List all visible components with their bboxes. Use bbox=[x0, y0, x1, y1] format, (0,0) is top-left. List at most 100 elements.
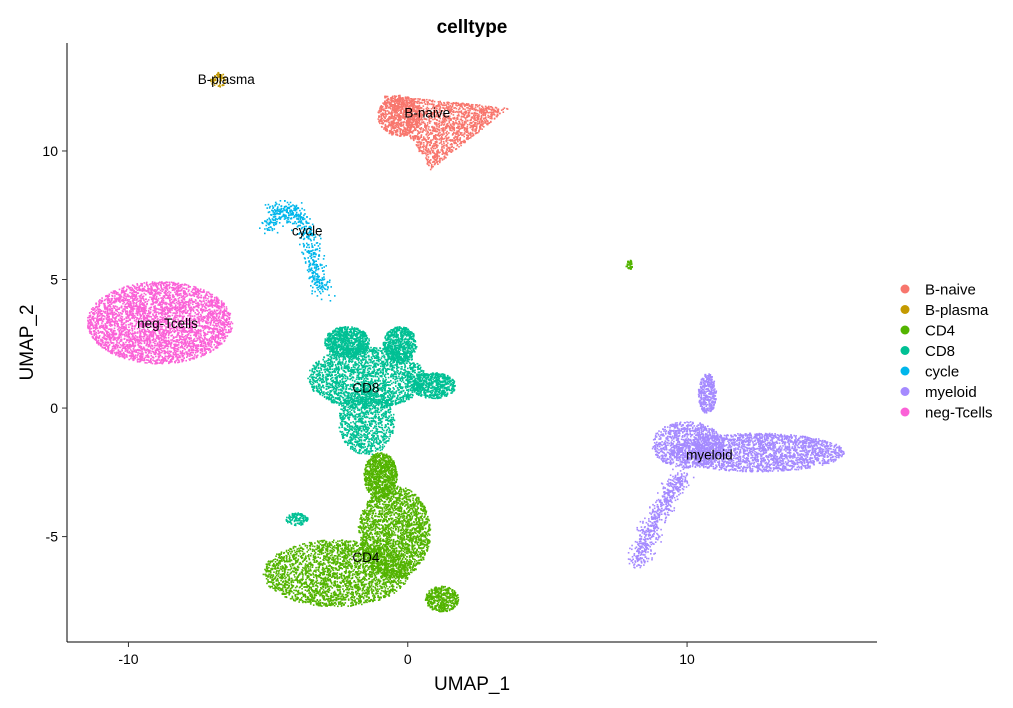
data-point bbox=[394, 100, 397, 103]
data-point bbox=[353, 580, 356, 582]
data-point bbox=[474, 119, 476, 122]
data-point bbox=[443, 158, 445, 160]
data-point bbox=[436, 128, 439, 131]
data-point bbox=[298, 579, 301, 581]
data-point bbox=[310, 552, 313, 555]
data-point bbox=[281, 592, 284, 595]
data-point bbox=[302, 576, 304, 578]
data-point bbox=[344, 566, 346, 568]
data-point bbox=[343, 597, 345, 599]
data-point bbox=[467, 119, 469, 122]
data-point bbox=[317, 563, 319, 565]
data-point bbox=[351, 565, 354, 568]
data-point bbox=[293, 563, 295, 566]
data-point bbox=[361, 546, 364, 548]
data-point bbox=[417, 125, 420, 127]
data-point bbox=[428, 114, 430, 117]
data-point bbox=[375, 589, 378, 592]
data-point bbox=[302, 600, 305, 603]
data-point bbox=[285, 554, 287, 557]
data-point bbox=[427, 138, 430, 140]
data-point bbox=[481, 128, 483, 130]
data-point bbox=[444, 157, 446, 159]
data-point bbox=[408, 113, 411, 115]
data-point bbox=[466, 104, 468, 107]
data-point bbox=[214, 76, 216, 79]
data-point bbox=[427, 141, 429, 143]
data-point bbox=[448, 115, 451, 117]
data-point bbox=[397, 126, 399, 129]
data-point bbox=[424, 137, 426, 140]
data-point bbox=[466, 115, 468, 117]
data-point bbox=[406, 578, 409, 580]
data-point bbox=[374, 571, 377, 574]
data-point bbox=[339, 544, 342, 546]
data-point bbox=[356, 555, 359, 557]
data-point bbox=[322, 594, 325, 597]
data-point bbox=[392, 117, 395, 120]
data-point bbox=[295, 598, 297, 601]
data-point bbox=[386, 125, 388, 127]
data-point bbox=[351, 596, 354, 598]
data-point bbox=[326, 584, 329, 587]
data-point bbox=[377, 551, 380, 553]
data-point bbox=[385, 106, 388, 108]
data-point bbox=[370, 588, 373, 591]
data-point bbox=[402, 130, 404, 133]
data-point bbox=[220, 74, 223, 77]
data-point bbox=[360, 558, 362, 560]
data-point bbox=[399, 580, 402, 582]
data-point bbox=[437, 123, 440, 125]
data-point bbox=[313, 590, 316, 592]
data-point bbox=[321, 577, 324, 580]
data-point bbox=[218, 84, 221, 87]
data-point bbox=[433, 126, 436, 129]
data-point bbox=[409, 124, 411, 126]
data-point bbox=[485, 107, 487, 110]
data-point bbox=[322, 586, 325, 589]
data-point bbox=[343, 571, 346, 573]
data-point bbox=[392, 581, 395, 584]
data-point bbox=[382, 109, 384, 111]
data-point bbox=[434, 138, 437, 140]
data-point bbox=[347, 589, 350, 591]
data-point bbox=[476, 124, 478, 126]
data-point bbox=[358, 558, 360, 560]
data-point bbox=[420, 115, 422, 117]
data-point bbox=[430, 147, 432, 150]
data-point bbox=[482, 113, 484, 116]
data-point bbox=[291, 597, 293, 600]
data-point bbox=[328, 600, 331, 602]
data-point bbox=[460, 133, 462, 135]
data-point bbox=[377, 118, 380, 120]
data-point bbox=[444, 127, 447, 130]
data-point bbox=[280, 553, 283, 555]
data-point bbox=[446, 102, 449, 105]
data-point bbox=[451, 104, 454, 107]
data-point bbox=[469, 105, 471, 108]
data-point bbox=[335, 573, 337, 575]
data-point bbox=[459, 123, 461, 125]
data-point bbox=[483, 117, 485, 120]
data-point bbox=[413, 139, 415, 142]
data-point bbox=[365, 564, 367, 567]
data-point bbox=[399, 107, 402, 109]
data-point bbox=[434, 110, 436, 113]
data-point bbox=[393, 104, 396, 106]
data-point bbox=[455, 148, 457, 151]
data-point bbox=[395, 115, 397, 117]
data-point bbox=[320, 580, 323, 582]
data-point bbox=[402, 129, 404, 132]
data-point bbox=[414, 120, 417, 123]
data-point bbox=[464, 117, 466, 119]
data-point bbox=[385, 564, 388, 567]
data-point bbox=[367, 590, 369, 593]
data-point bbox=[325, 598, 328, 600]
data-point bbox=[390, 565, 393, 567]
data-point bbox=[451, 125, 454, 128]
data-point bbox=[342, 603, 345, 606]
data-point bbox=[424, 113, 426, 115]
data-point bbox=[329, 571, 332, 573]
data-point bbox=[308, 557, 310, 560]
data-point bbox=[383, 578, 386, 581]
